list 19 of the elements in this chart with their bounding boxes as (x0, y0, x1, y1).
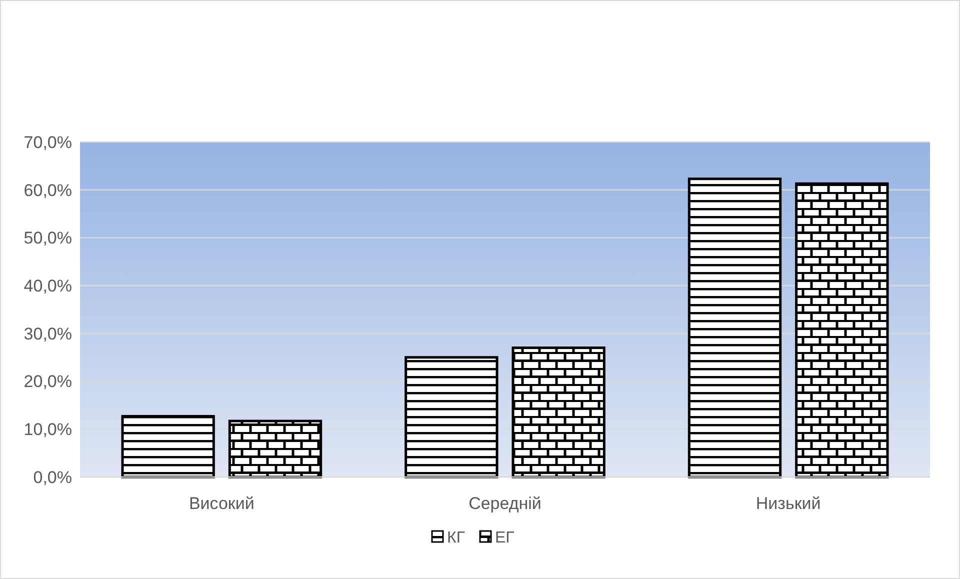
y-tick-label: 70,0% (24, 132, 72, 152)
bar (512, 346, 606, 478)
legend-label: КГ (447, 530, 466, 547)
x-tick-label: Низький (756, 494, 821, 513)
y-tick-label: 10,0% (24, 420, 72, 440)
y-tick-label: 30,0% (24, 324, 72, 344)
y-tick-label: 0,0% (33, 468, 72, 487)
x-tick-label: Високий (188, 494, 254, 513)
y-tick-label: 40,0% (24, 276, 72, 296)
bar (688, 178, 782, 478)
bar (228, 420, 322, 478)
y-tick-label: 50,0% (24, 228, 72, 248)
x-tick-label: Середній (468, 494, 542, 513)
bar (795, 182, 889, 478)
legend-label: ЕГ (495, 530, 515, 547)
y-tick-label: 20,0% (24, 372, 72, 392)
bar (404, 356, 498, 478)
y-tick-label: 60,0% (24, 180, 72, 200)
bar (121, 414, 215, 478)
